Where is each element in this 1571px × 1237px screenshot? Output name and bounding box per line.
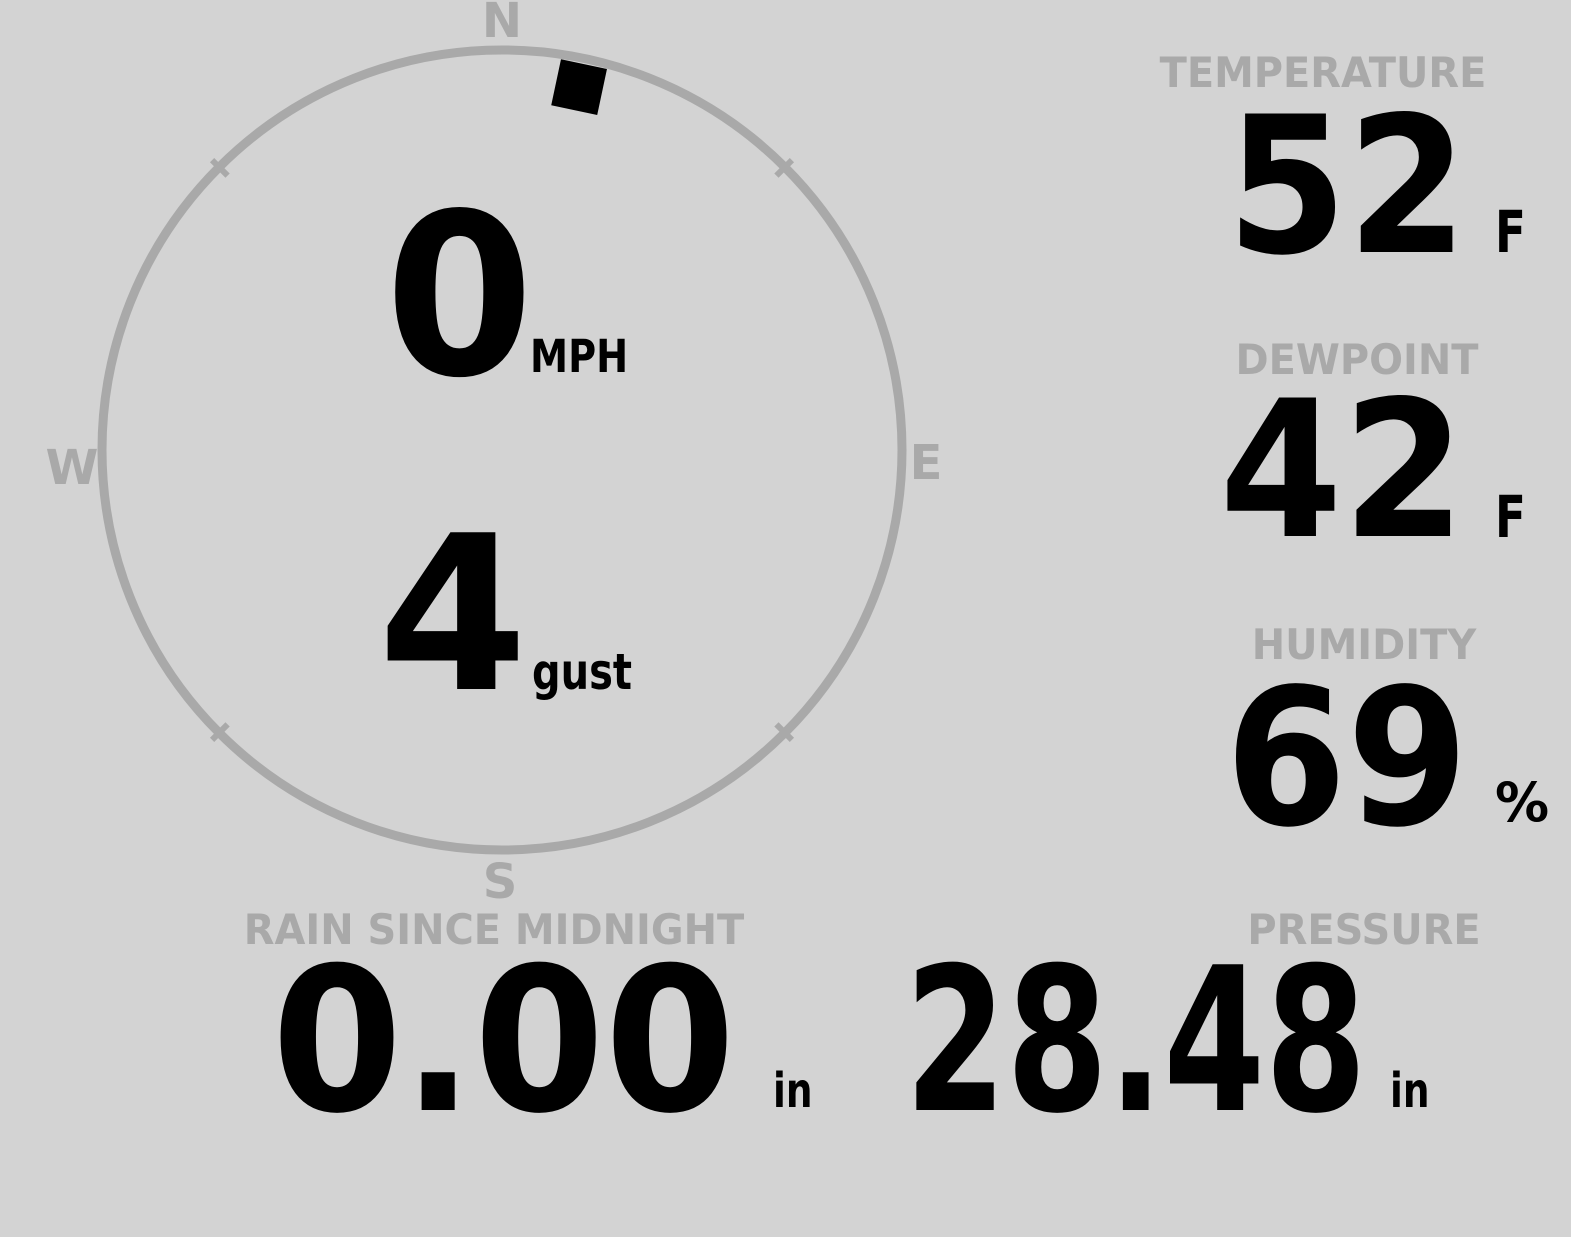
compass-tick-southeast (774, 722, 795, 743)
compass-label-west: W (45, 440, 99, 496)
wind-gust-label: gust (532, 643, 633, 701)
dewpoint-value: 42 (1219, 360, 1465, 581)
temperature-label: TEMPERATURE (1159, 48, 1487, 97)
compass-tick-northwest (209, 157, 230, 178)
pressure-value: 28.48 (905, 925, 1367, 1158)
humidity-value: 69 (1224, 648, 1468, 869)
wind-speed-value: 0 (385, 166, 534, 428)
compass-label-east: E (909, 435, 943, 491)
wind-gust-value: 4 (378, 489, 528, 740)
wind-speed-unit: MPH (530, 330, 629, 383)
humidity-unit: % (1495, 771, 1550, 834)
rain-since-midnight-label: RAIN SINCE MIDNIGHT (243, 905, 745, 954)
compass-label-north: N (481, 0, 523, 49)
compass-tick-northeast (774, 157, 795, 178)
wind-direction-marker (551, 59, 607, 115)
compass-tick-southwest (209, 722, 230, 743)
compass-ring (97, 45, 907, 855)
compass-label-south: S (482, 854, 518, 910)
temperature-unit: F (1495, 198, 1526, 266)
temperature-value: 52 (1226, 76, 1467, 297)
humidity-label: HUMIDITY (1251, 620, 1477, 669)
rain-since-midnight-value: 0.00 (271, 925, 735, 1158)
rain-since-midnight-unit: in (773, 1063, 813, 1119)
dewpoint-unit: F (1495, 483, 1526, 551)
pressure-label: PRESSURE (1247, 905, 1481, 954)
pressure-unit: in (1390, 1063, 1430, 1119)
dewpoint-label: DEWPOINT (1235, 335, 1479, 384)
